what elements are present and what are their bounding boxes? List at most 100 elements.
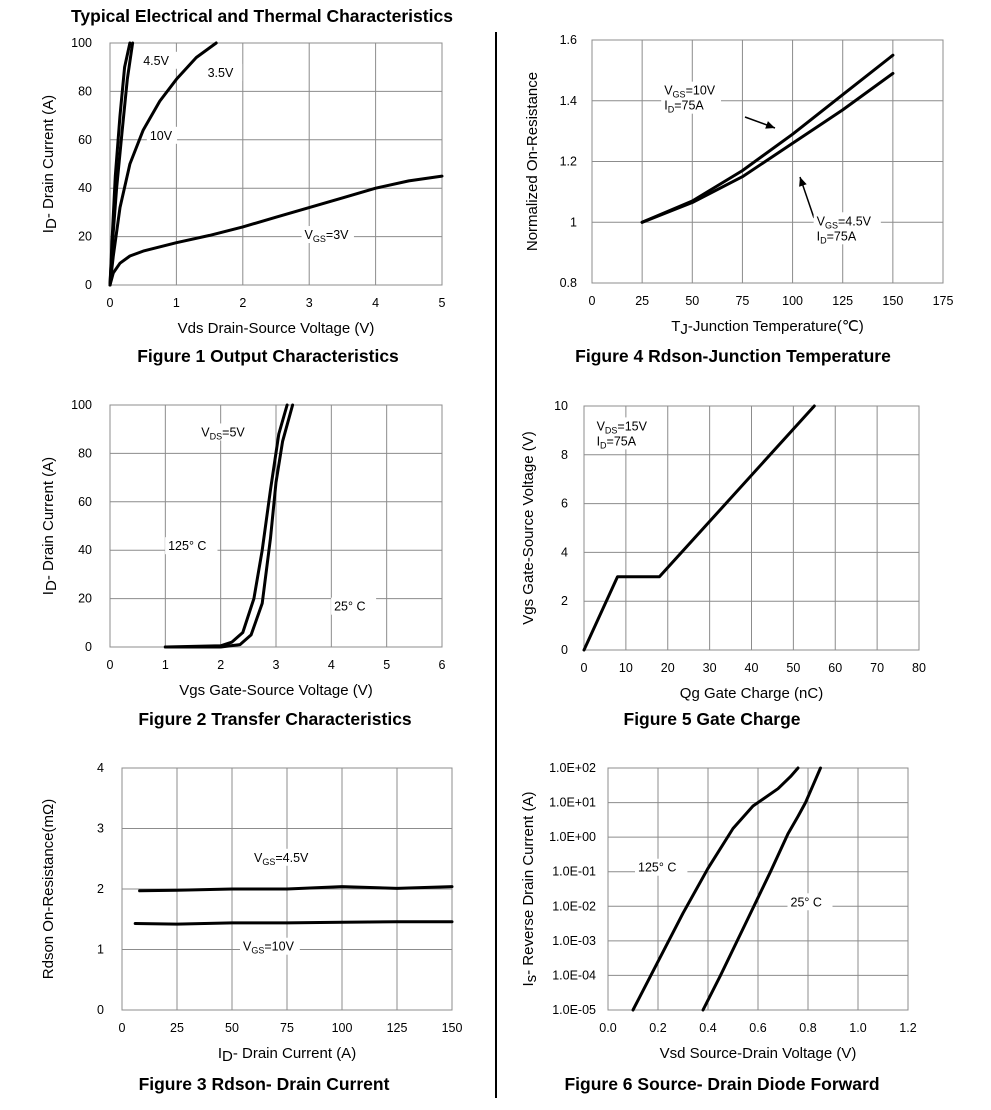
x-tick-label: 30 (703, 661, 717, 675)
x-tick-label: 0 (107, 658, 114, 672)
column-divider (495, 32, 497, 1098)
x-tick-label: 0 (107, 296, 114, 310)
y-tick-label: 1.0E-04 (552, 968, 596, 982)
x-tick-label: 100 (782, 294, 803, 308)
y-tick-label: 1 (570, 215, 577, 229)
x-axis-label: TJ-Junction Temperature(℃) (671, 318, 863, 338)
x-tick-label: 6 (439, 658, 446, 672)
plot-frame (583, 405, 920, 651)
annotation-label: 25° C (791, 895, 822, 909)
y-tick-label: 0 (85, 278, 92, 292)
x-tick-label: 0 (581, 661, 588, 675)
y-tick-label: 1.0E-03 (552, 934, 596, 948)
figure-caption: Figure 5 Gate Charge (624, 709, 801, 729)
x-axis-label: Vsd Source-Drain Voltage (V) (660, 1045, 857, 1062)
y-tick-label: 1.0E+01 (549, 796, 596, 810)
y-tick-label: 0.8 (560, 276, 577, 290)
x-tick-label: 1 (162, 658, 169, 672)
figure-caption: Figure 1 Output Characteristics (137, 346, 399, 366)
annotation-bg (198, 423, 251, 441)
annotation-bg (787, 893, 833, 911)
x-tick-label: 50 (685, 294, 699, 308)
y-tick-label: 1.0E-01 (552, 865, 596, 879)
annotation-label: 125° C (638, 861, 676, 875)
x-tick-label: 125 (387, 1021, 408, 1035)
x-tick-label: 4 (372, 296, 379, 310)
x-tick-label: 70 (870, 661, 884, 675)
x-tick-label: 4 (328, 658, 335, 672)
x-tick-label: 25 (635, 294, 649, 308)
annotation-label: 3.5V (208, 66, 234, 80)
x-axis-label: Vds Drain-Source Voltage (V) (178, 320, 375, 337)
series-line (163, 403, 295, 649)
annotation-label: ID=75A (664, 99, 704, 115)
plot-frame (607, 767, 909, 1011)
x-tick-label: 2 (239, 296, 246, 310)
y-tick-label: 1.0E+02 (549, 761, 596, 775)
annotation-label: VGS=4.5V (817, 214, 872, 230)
x-tick-label: 40 (745, 661, 759, 675)
page-title: Typical Electrical and Thermal Character… (71, 6, 453, 26)
annotation-bg (165, 537, 218, 555)
plot-frame (121, 767, 453, 1011)
y-tick-label: 0 (85, 640, 92, 654)
y-tick-label: 80 (78, 84, 92, 98)
x-tick-label: 0 (119, 1021, 126, 1035)
y-tick-label: 2 (97, 882, 104, 896)
y-tick-label: 80 (78, 446, 92, 460)
x-tick-label: 75 (735, 294, 749, 308)
y-tick-label: 100 (71, 36, 92, 50)
y-tick-label: 20 (78, 230, 92, 244)
plot-frame (109, 42, 443, 286)
y-tick-label: 6 (561, 497, 568, 511)
y-axis-label: ID- Drain Current (A) (40, 95, 60, 233)
arrow-head (765, 121, 775, 129)
series-line (640, 71, 895, 224)
annotation-bg (240, 937, 300, 955)
y-axis-label: Normalized On-Resistance (524, 72, 541, 251)
y-axis-label: Rdson On-Resistance(mΩ) (40, 799, 57, 979)
y-tick-label: 1.2 (560, 155, 577, 169)
x-tick-label: 0.8 (799, 1021, 816, 1035)
series-line (701, 766, 822, 1012)
y-tick-label: 60 (78, 133, 92, 147)
x-tick-label: 60 (828, 661, 842, 675)
annotation-bg (593, 417, 654, 450)
y-tick-label: 100 (71, 398, 92, 412)
figure-caption: Figure 2 Transfer Characteristics (138, 709, 412, 729)
y-axis-label: Is- Reverse Drain Current (A) (520, 791, 540, 986)
x-tick-label: 175 (933, 294, 954, 308)
annotation-label: VDS=5V (201, 425, 245, 441)
y-axis-label: ID- Drain Current (A) (40, 457, 60, 595)
series-line (631, 766, 800, 1012)
annotation-label: VGS=10V (664, 84, 716, 100)
series-line (108, 41, 135, 287)
figure-caption: Figure 3 Rdson- Drain Current (139, 1074, 390, 1094)
series-line (163, 403, 289, 649)
x-tick-label: 50 (786, 661, 800, 675)
annotation-label: ID=75A (817, 229, 857, 245)
series-line (582, 404, 816, 652)
y-tick-label: 20 (78, 592, 92, 606)
y-tick-label: 1.6 (560, 33, 577, 47)
x-tick-label: 0.6 (749, 1021, 766, 1035)
x-tick-label: 50 (225, 1021, 239, 1035)
annotation-bg (204, 63, 243, 81)
series-line (133, 920, 454, 926)
y-tick-label: 4 (97, 761, 104, 775)
y-tick-label: 3 (97, 822, 104, 836)
annotation-label: 10V (150, 129, 173, 143)
x-tick-label: 1.2 (899, 1021, 916, 1035)
annotation-bg (635, 858, 688, 876)
figure-caption: Figure 4 Rdson-Junction Temperature (575, 346, 891, 366)
arrow-head (799, 177, 807, 187)
y-tick-label: 1 (97, 943, 104, 957)
x-tick-label: 1.0 (849, 1021, 866, 1035)
y-tick-label: 0 (561, 643, 568, 657)
x-tick-label: 5 (439, 296, 446, 310)
annotation-label: 25° C (334, 600, 365, 614)
y-tick-label: 2 (561, 594, 568, 608)
